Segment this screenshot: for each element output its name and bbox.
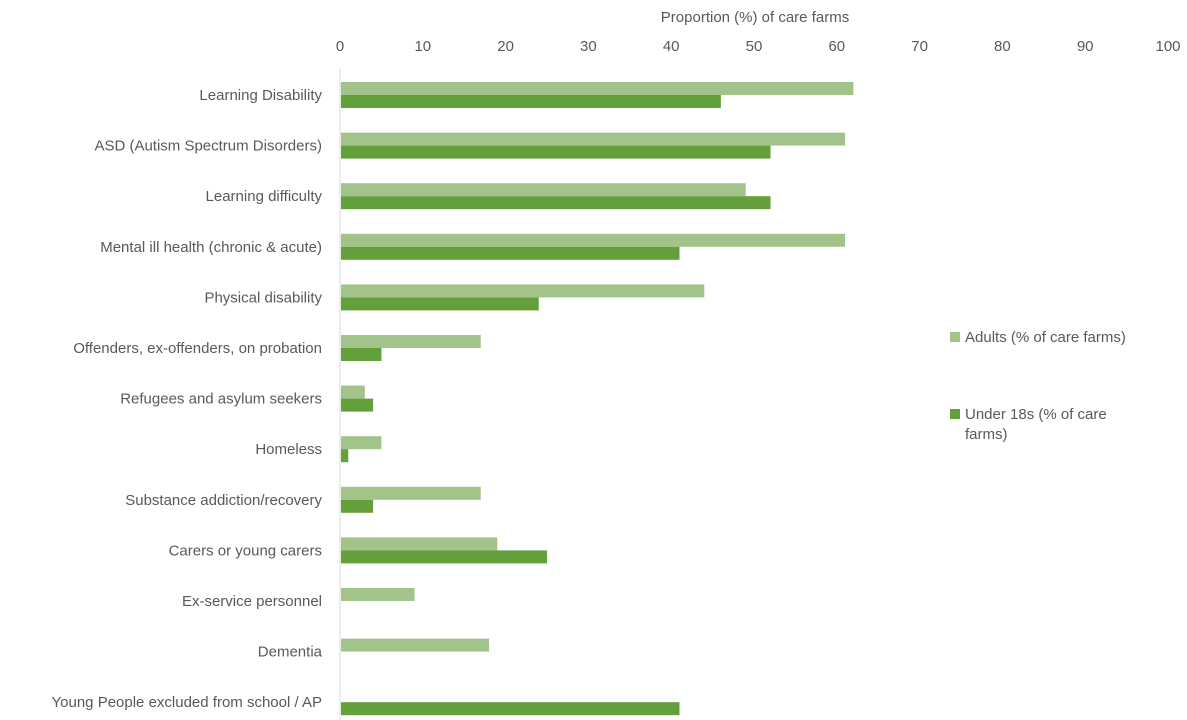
category-label: Carers or young carers (169, 542, 322, 559)
bar-adults (341, 486, 481, 500)
bars (341, 82, 854, 716)
bar-under18 (341, 398, 374, 412)
legend-label-adults: Adults (% of care farms) (965, 329, 1126, 346)
x-tick-label: 90 (1077, 38, 1094, 55)
bar-adults (341, 385, 365, 399)
category-labels: Learning Disability ASD (Autism Spectrum … (52, 87, 323, 711)
category-label: Substance addiction/recovery (125, 492, 322, 509)
category-label: Homeless (255, 441, 322, 458)
category-label: Refugees and asylum seekers (120, 391, 322, 408)
category-label: Learning difficulty (206, 188, 323, 205)
bar-adults (341, 284, 705, 298)
x-tick-label: 20 (497, 38, 514, 55)
category-label: Learning Disability (199, 87, 322, 104)
x-tick-label: 100 (1155, 38, 1180, 55)
category-label: Physical disability (204, 289, 322, 306)
bar-under18 (341, 499, 374, 513)
bar-under18 (341, 702, 680, 716)
bar-adults (341, 183, 746, 197)
bar-adults (341, 82, 854, 95)
bar-adults (341, 537, 498, 551)
category-label: ASD (Autism Spectrum Disorders) (94, 138, 322, 155)
category-label: Ex-service personnel (182, 593, 322, 610)
bar-adults (341, 335, 481, 348)
x-tick-label: 0 (336, 38, 344, 55)
x-tick-label: 30 (580, 38, 597, 55)
bar-under18 (341, 348, 382, 361)
legend-label-under18-line2: farms) (965, 426, 1008, 443)
x-axis-ticks: 0 10 20 30 40 50 60 70 80 90 100 (336, 38, 1181, 55)
bar-under18 (341, 297, 539, 311)
bar-under18 (341, 246, 680, 260)
x-tick-label: 50 (746, 38, 763, 55)
x-tick-label: 10 (414, 38, 431, 55)
legend-item-adults: Adults (% of care farms) (950, 328, 1150, 348)
x-tick-label: 80 (994, 38, 1011, 55)
bar-adults (341, 233, 846, 247)
bar-adults (341, 132, 846, 146)
legend: Adults (% of care farms) Under 18s (% of… (950, 328, 1150, 445)
bar-adults (341, 436, 382, 450)
legend-label-under18-line1: Under 18s (% of care (965, 406, 1107, 423)
bar-adults (341, 588, 415, 601)
bar-under18 (341, 196, 771, 210)
category-label: Young People excluded from school / AP (52, 694, 322, 711)
category-label: Dementia (258, 644, 323, 661)
bar-under18 (341, 449, 349, 463)
x-axis-label: Proportion (%) of care farms (661, 9, 849, 26)
legend-swatch-adults (950, 332, 960, 342)
x-tick-label: 40 (663, 38, 680, 55)
category-label: Offenders, ex-offenders, on probation (73, 340, 322, 357)
bar-under18 (341, 550, 547, 564)
legend-swatch-under18 (950, 409, 960, 419)
bar-under18 (341, 95, 721, 108)
legend-item-under18: Under 18s (% of care farms) (950, 405, 1150, 445)
x-tick-label: 70 (911, 38, 928, 55)
bar-adults (341, 638, 490, 652)
x-tick-label: 60 (828, 38, 845, 55)
category-label: Mental ill health (chronic & acute) (100, 239, 322, 256)
bar-under18 (341, 145, 771, 159)
